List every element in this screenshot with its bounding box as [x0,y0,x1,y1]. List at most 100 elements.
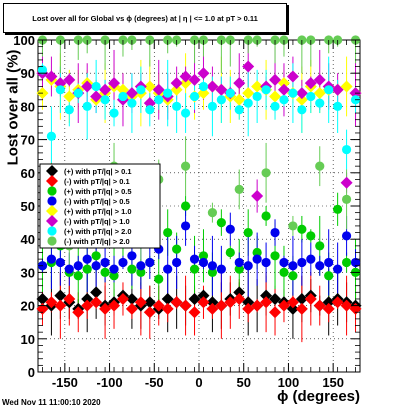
data-point [333,204,343,214]
data-point [118,257,128,268]
data-point [170,77,183,90]
data-point [163,88,173,98]
data-point [180,201,191,211]
data-point [91,251,101,261]
data-point [315,241,325,251]
data-point [55,85,65,95]
data-point [288,88,298,98]
data-point [279,95,289,105]
data-point [322,302,335,315]
legend-marker [47,236,57,246]
data-point [206,296,219,309]
data-point [341,144,352,155]
data-point [234,105,244,115]
data-point [152,299,165,312]
data-point [90,286,103,299]
data-point [261,257,271,268]
data-point [340,80,353,93]
data-point [207,267,218,277]
data-point [225,88,235,98]
data-point [340,176,353,189]
data-point [170,296,183,309]
data-point [109,271,119,281]
data-point [109,264,119,274]
data-point [206,80,219,93]
data-point [108,77,121,90]
data-point [37,65,48,75]
y-tick-label: 20 [21,299,35,314]
data-point [125,292,138,305]
y-tick-label: 70 [21,133,35,148]
data-point [45,70,58,83]
data-point [260,289,273,302]
y-tick-label: 100 [13,33,35,48]
data-point [125,302,138,315]
data-point [63,90,76,103]
data-point [64,105,74,115]
data-point [270,251,280,261]
legend-label: (+) with pT/|q| > 1.0 [64,207,132,216]
data-point [189,254,200,264]
data-point [116,83,129,96]
data-point [180,161,191,171]
data-point [90,90,103,103]
chart-title-text: Lost over all for Global vs ϕ (degrees) … [32,13,258,23]
data-point [154,95,164,105]
data-point [81,299,94,312]
data-point [252,254,262,264]
data-point [216,264,226,274]
data-point [197,296,210,309]
data-point [251,80,264,93]
legend-label: (+) with pT/|q| > 2.0 [64,227,132,236]
data-point [136,85,146,95]
data-point [331,83,344,96]
data-point [288,271,298,281]
data-point [127,251,137,261]
legend-box [39,163,161,249]
data-point [251,190,264,203]
data-point [170,83,183,96]
data-point [73,261,83,271]
x-tick-label: 100 [278,375,300,390]
data-point [261,168,271,178]
data-point [234,257,244,268]
data-point [277,299,290,312]
data-point [127,264,137,274]
data-point [315,161,325,171]
data-point [108,299,121,312]
data-point [54,289,67,302]
data-point [163,227,173,238]
data-point [288,221,298,231]
data-point [233,286,246,299]
x-tick-label: 0 [195,375,202,390]
data-point [286,302,299,315]
legend-label: (-) with pT/|q| > 0.1 [64,177,130,186]
data-point [189,91,200,102]
data-point [197,289,210,302]
data-point [242,60,255,73]
data-point [322,296,335,309]
data-point [82,101,92,111]
data-point [252,91,262,102]
data-point [313,87,326,100]
x-tick-label: -150 [52,375,78,390]
x-tick-label: -100 [97,375,123,390]
data-point [152,83,165,96]
data-point [172,101,182,111]
data-point [234,184,244,194]
data-point [350,257,361,268]
data-point [279,267,289,277]
data-point [207,208,218,218]
data-point [72,306,85,319]
data-point [145,105,155,115]
legend-label: (+) with pT/|q| > 0.1 [64,167,132,176]
data-point [54,77,67,90]
data-point [125,87,138,100]
data-point [269,306,282,319]
data-point [73,271,83,281]
data-point [172,244,182,254]
data-point [252,247,262,258]
data-point [243,227,253,238]
data-point [277,77,290,90]
